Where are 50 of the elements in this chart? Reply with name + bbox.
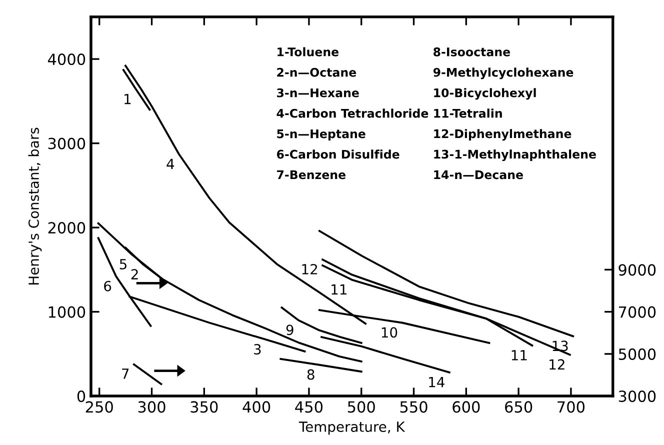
annotation: 5 <box>120 259 126 270</box>
annotation: 10-Bicyclohexyl <box>434 88 536 100</box>
annotation: 12-Diphenylmethane <box>434 129 572 141</box>
x-tick-label: 250 <box>86 401 113 413</box>
annotation: 11-Tetralin <box>434 108 502 118</box>
annotation: 12 <box>550 359 564 370</box>
annotation: 1-Toluene <box>278 47 339 56</box>
annotation: 14-n—Decane <box>434 170 523 180</box>
annotation: 9 <box>286 324 294 336</box>
y-axis-title: Henry's Constant, bars <box>28 128 42 284</box>
x-axis-title: Temperature, K <box>298 422 406 435</box>
y2-tick-label: 9000 <box>618 264 656 276</box>
y-tick-label: 3000 <box>48 138 86 150</box>
annotation: 4-Carbon Tetrachloride <box>276 108 428 118</box>
y2-tick-label: 5000 <box>618 348 656 360</box>
annotation: 5-n—Heptane <box>277 129 366 141</box>
y-tick-label: 4000 <box>48 54 86 66</box>
annotation: 8-Isooctane <box>434 47 510 56</box>
x-tick-label: 450 <box>295 401 323 413</box>
y2-tick-label: 3000 <box>618 390 656 402</box>
annotation: 3 <box>254 344 261 355</box>
x-tick-label: 300 <box>138 401 166 413</box>
annotation: 11 <box>512 350 527 360</box>
annotation: 1 <box>124 94 131 104</box>
annotation: 8 <box>307 369 314 380</box>
annotation: 11 <box>332 284 346 294</box>
y-tick-label: 0 <box>77 390 86 402</box>
annotation: 6 <box>104 280 112 292</box>
annotation: 7 <box>122 368 129 379</box>
y-tick-label: 2000 <box>48 222 86 234</box>
annotation: 2-n—Octane <box>277 68 356 77</box>
x-tick-label: 700 <box>558 401 585 413</box>
annotation: 4 <box>166 158 174 169</box>
annotation: 12 <box>302 264 318 274</box>
x-tick-label: 600 <box>452 401 480 413</box>
annotation: 10 <box>382 327 398 338</box>
x-tick-label: 650 <box>505 401 532 413</box>
annotation: 9-Methylcyclohexane <box>433 68 574 80</box>
annotation: 6-Carbon Disulfide <box>276 150 400 159</box>
annotation: 14 <box>429 377 444 388</box>
annotation: 3-n—Hexane <box>277 88 359 98</box>
y-tick-label: 1000 <box>48 306 86 318</box>
x-tick-label: 350 <box>190 401 218 413</box>
y2-tick-label: 7000 <box>618 306 656 318</box>
annotation: 7-Benzene <box>277 170 346 180</box>
annotation: 2 <box>131 269 138 280</box>
x-tick-label: 550 <box>400 401 428 413</box>
x-tick-label: 400 <box>242 401 270 413</box>
x-tick-label: 500 <box>348 401 375 413</box>
annotation: 13-1-Methylnaphthalene <box>434 150 596 162</box>
